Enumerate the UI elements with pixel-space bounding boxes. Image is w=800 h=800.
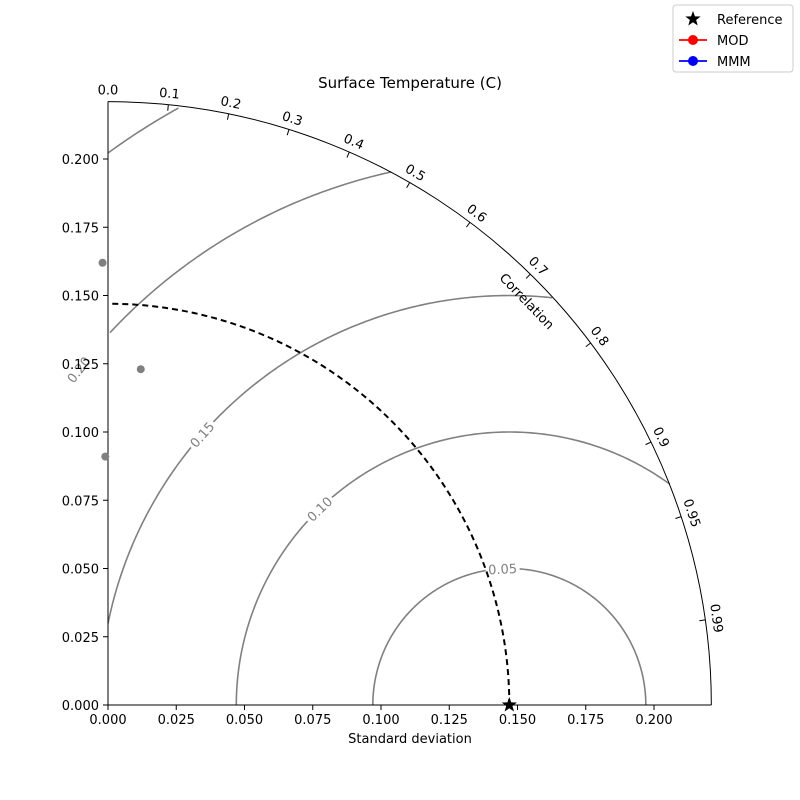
chart-title: Surface Temperature (C) <box>318 74 502 92</box>
y-tick-label: 0.200 <box>62 153 99 168</box>
correlation-tick-mark <box>346 151 350 158</box>
model-point <box>98 258 107 267</box>
legend-circle-icon <box>688 56 698 66</box>
correlation-tick-mark <box>465 222 471 228</box>
x-tick-label: 0.200 <box>635 713 672 728</box>
rms-contour-label-bg <box>485 558 520 578</box>
reference-star <box>501 697 517 712</box>
legend-circle-icon <box>688 35 698 45</box>
legend-star-icon <box>685 11 701 26</box>
correlation-tick-label: 0.99 <box>706 603 725 634</box>
axes: 0.000 0.025 0.050 0.075 0.100 0.125 0.150 0.175… <box>62 101 712 728</box>
correlation-axis-label: Correlation <box>496 271 557 333</box>
correlation-tick-label: 0.0 <box>98 84 119 99</box>
correlation-tick-mark <box>699 619 706 622</box>
legend-box <box>672 4 794 73</box>
x-tick-label: 0.025 <box>158 713 195 728</box>
rms-contour-label-bg <box>60 350 96 388</box>
legend-entry-label: MOD <box>717 34 748 49</box>
y-tick-label: 0.125 <box>62 358 99 373</box>
y-tick-label: 0.175 <box>62 221 99 236</box>
model-point <box>136 365 145 374</box>
x-tick-label: 0.125 <box>431 713 468 728</box>
rms-contour-0.15 <box>107 294 553 624</box>
y-tick-label: 0.050 <box>62 563 99 578</box>
data-points <box>98 258 517 712</box>
correlation-tick-label: 0.3 <box>280 109 304 130</box>
x-tick-label: 0.000 <box>89 713 126 728</box>
correlation-tick-label: 0.6 <box>464 202 490 226</box>
model-point <box>101 452 110 461</box>
y-tick-label: 0.100 <box>62 426 99 441</box>
rms-contour-label: 0.05 <box>488 562 518 578</box>
legend: Reference MOD MMM <box>672 4 794 73</box>
x-tick-label: 0.150 <box>499 713 536 728</box>
x-tick-label: 0.100 <box>362 713 399 728</box>
rms-contours: 0.050.100.150.200.25 <box>60 107 671 706</box>
rms-contour-label-bg <box>183 415 220 453</box>
correlation-tick-mark <box>406 182 411 188</box>
correlation-tick-label: 0.8 <box>587 324 611 350</box>
correlation-tick-mark <box>645 441 652 446</box>
reference-std-arc <box>107 302 511 706</box>
x-tick-label: 0.050 <box>226 713 263 728</box>
y-tick-label: 0.075 <box>62 494 99 509</box>
correlation-tick-label: 0.5 <box>402 162 427 185</box>
correlation-tick-mark <box>226 113 230 120</box>
x-tick-label: 0.175 <box>567 713 604 728</box>
correlation-tick-mark <box>675 516 682 519</box>
y-tick-label: 0.150 <box>62 290 99 305</box>
x-axis-label: Standard deviation <box>348 732 472 747</box>
y-tick-label: 0.000 <box>62 699 99 714</box>
rms-contour-0.25 <box>107 107 179 154</box>
y-tick-label: 0.025 <box>62 631 99 646</box>
legend-entry-label: MMM <box>717 55 751 70</box>
rms-contour-label-bg <box>300 490 338 527</box>
rms-contour-0.20 <box>109 171 392 334</box>
reference-std-arc-line <box>107 302 511 706</box>
legend-entry-label: Reference <box>717 13 782 28</box>
correlation-tick-label: 0.95 <box>679 497 702 529</box>
rms-contour-0.10 <box>235 431 671 706</box>
outer-arc <box>107 101 712 706</box>
correlation-tick-label: 0.1 <box>158 86 180 103</box>
correlation-tick-mark <box>167 104 169 111</box>
correlation-ticks: 0.0 0.1 0.20.30.40.50.60.70.80.90.950.99 <box>98 84 726 634</box>
correlation-tick-mark <box>525 273 531 279</box>
x-tick-label: 0.075 <box>294 713 331 728</box>
correlation-tick-mark <box>585 342 591 348</box>
correlation-tick-label: 0.2 <box>219 94 242 113</box>
correlation-tick-mark <box>286 129 290 136</box>
